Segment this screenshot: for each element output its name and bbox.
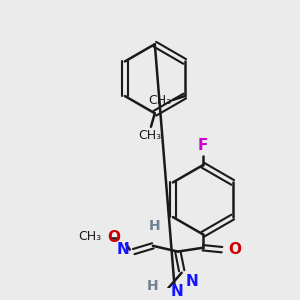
Text: H: H	[149, 219, 160, 233]
Text: CH₃: CH₃	[138, 129, 162, 142]
Text: H: H	[147, 279, 159, 293]
Text: O: O	[107, 230, 120, 245]
Text: F: F	[198, 138, 208, 153]
Text: O: O	[229, 242, 242, 257]
Text: N: N	[170, 284, 183, 299]
Text: N: N	[117, 242, 130, 257]
Text: N: N	[185, 274, 198, 289]
Text: CH₃: CH₃	[78, 230, 101, 243]
Text: CH₃: CH₃	[148, 94, 171, 107]
